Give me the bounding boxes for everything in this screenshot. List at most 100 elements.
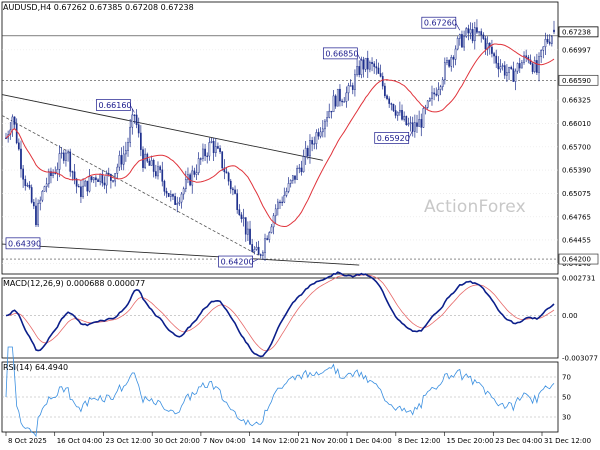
candle-body: [514, 70, 517, 82]
horizontal-levels: [2, 35, 558, 260]
candle-body: [512, 68, 515, 82]
x-tick-label: 8 Dec 12:00: [398, 437, 441, 445]
candle-body: [458, 34, 461, 39]
candle-body: [531, 63, 534, 72]
panel-frame: [1, 277, 559, 359]
callout-box: [5, 237, 41, 250]
candle-body: [105, 173, 108, 186]
callout-label: 0.66160: [98, 101, 131, 110]
candle-body: [491, 46, 493, 54]
candle-body: [319, 131, 322, 137]
candle-body: [294, 175, 296, 180]
candle-body: [103, 182, 106, 186]
candle-body: [418, 119, 420, 127]
candlesticks: [5, 19, 555, 261]
rsi-panel: [2, 346, 558, 438]
x-axis: 8 Oct 2025 16 Oct 04:00 23 Oct 12:00 30 Oct…: [5, 432, 591, 445]
candle-body: [152, 159, 155, 172]
candle-body: [386, 95, 388, 100]
candle-body: [431, 92, 433, 99]
candle-body: [411, 122, 414, 132]
candle-body: [45, 183, 48, 187]
candle-body: [283, 195, 286, 203]
candle-body: [223, 167, 226, 173]
chart-header: AUDUSD,H4 0.67262 0.67385 0.67208 0.6723…: [3, 3, 194, 12]
x-tick-label: 21 Nov 20:00: [300, 437, 347, 445]
middle-trendline: [1, 115, 259, 256]
candle-body: [77, 186, 80, 188]
callout-label: 0.66850: [325, 49, 358, 58]
candle-body: [50, 171, 52, 176]
candle-body: [518, 63, 521, 69]
candle-body: [71, 171, 74, 173]
x-tick-label: 15 Dec 20:00: [447, 437, 494, 445]
candle-body: [144, 153, 146, 168]
candle-body: [242, 217, 245, 219]
candle-body: [443, 62, 446, 81]
x-tick-label: 23 Oct 12:00: [105, 437, 151, 445]
candle-body: [360, 59, 363, 75]
candle-body: [56, 169, 59, 174]
candle-body: [317, 132, 320, 137]
candle-body: [259, 254, 262, 256]
y-tick-label: 0.65700: [562, 143, 591, 151]
candle-body: [279, 201, 281, 204]
level-tag-label: 0.64200: [562, 256, 591, 264]
y-tick-label: 0.66010: [562, 120, 591, 128]
candle-body: [110, 174, 112, 181]
x-tick-label: 30 Oct 20:00: [154, 437, 200, 445]
candle-body: [300, 167, 303, 173]
candle-body: [281, 201, 283, 204]
candle-body: [125, 150, 127, 155]
candle-body: [503, 65, 506, 76]
rsi-tick-label: 50: [562, 394, 571, 402]
candle-body: [435, 93, 438, 96]
candle-body: [452, 57, 455, 60]
candle-body: [65, 152, 67, 161]
candle-body: [47, 171, 50, 185]
candle-body: [221, 151, 224, 169]
macd-line: [5, 271, 555, 358]
candle-body: [135, 114, 138, 125]
candle-body: [508, 66, 510, 73]
candle-body: [521, 62, 523, 69]
candle-body: [112, 180, 114, 182]
candle-body: [97, 179, 99, 182]
candle-body: [486, 42, 489, 50]
candle-body: [540, 50, 543, 57]
candle-body: [407, 123, 410, 125]
candle-body: [461, 34, 463, 48]
candle-body: [358, 66, 361, 75]
candle-body: [163, 181, 166, 192]
candle-body: [473, 27, 476, 42]
candle-body: [225, 171, 228, 174]
y-tick-label: 0.64765: [562, 213, 591, 221]
candle-body: [482, 34, 485, 39]
macd-tick-label: 0.00: [562, 312, 578, 320]
candle-body: [343, 101, 346, 103]
watermark: ActionForex: [424, 197, 526, 217]
rsi-line: [5, 346, 555, 438]
candle-body: [377, 67, 380, 74]
candle-body: [439, 86, 442, 90]
candle-body: [214, 146, 217, 154]
candle-body: [150, 159, 153, 166]
candle-body: [199, 158, 202, 160]
candle-body: [22, 168, 24, 180]
candle-body: [101, 173, 104, 184]
candle-body: [448, 60, 450, 67]
candle-body: [544, 38, 547, 48]
candle-body: [95, 177, 97, 180]
candle-body: [257, 246, 260, 255]
candle-body: [546, 38, 549, 43]
x-tick-label: 7 Nov 04:00: [203, 437, 246, 445]
candle-body: [366, 57, 369, 70]
candle-body: [516, 63, 519, 72]
level-tag: [558, 253, 599, 265]
candle-body: [349, 85, 352, 87]
candle-body: [274, 208, 277, 217]
panel-frame: [1, 1, 559, 275]
candle-body: [456, 38, 459, 50]
candle-body: [548, 41, 551, 44]
